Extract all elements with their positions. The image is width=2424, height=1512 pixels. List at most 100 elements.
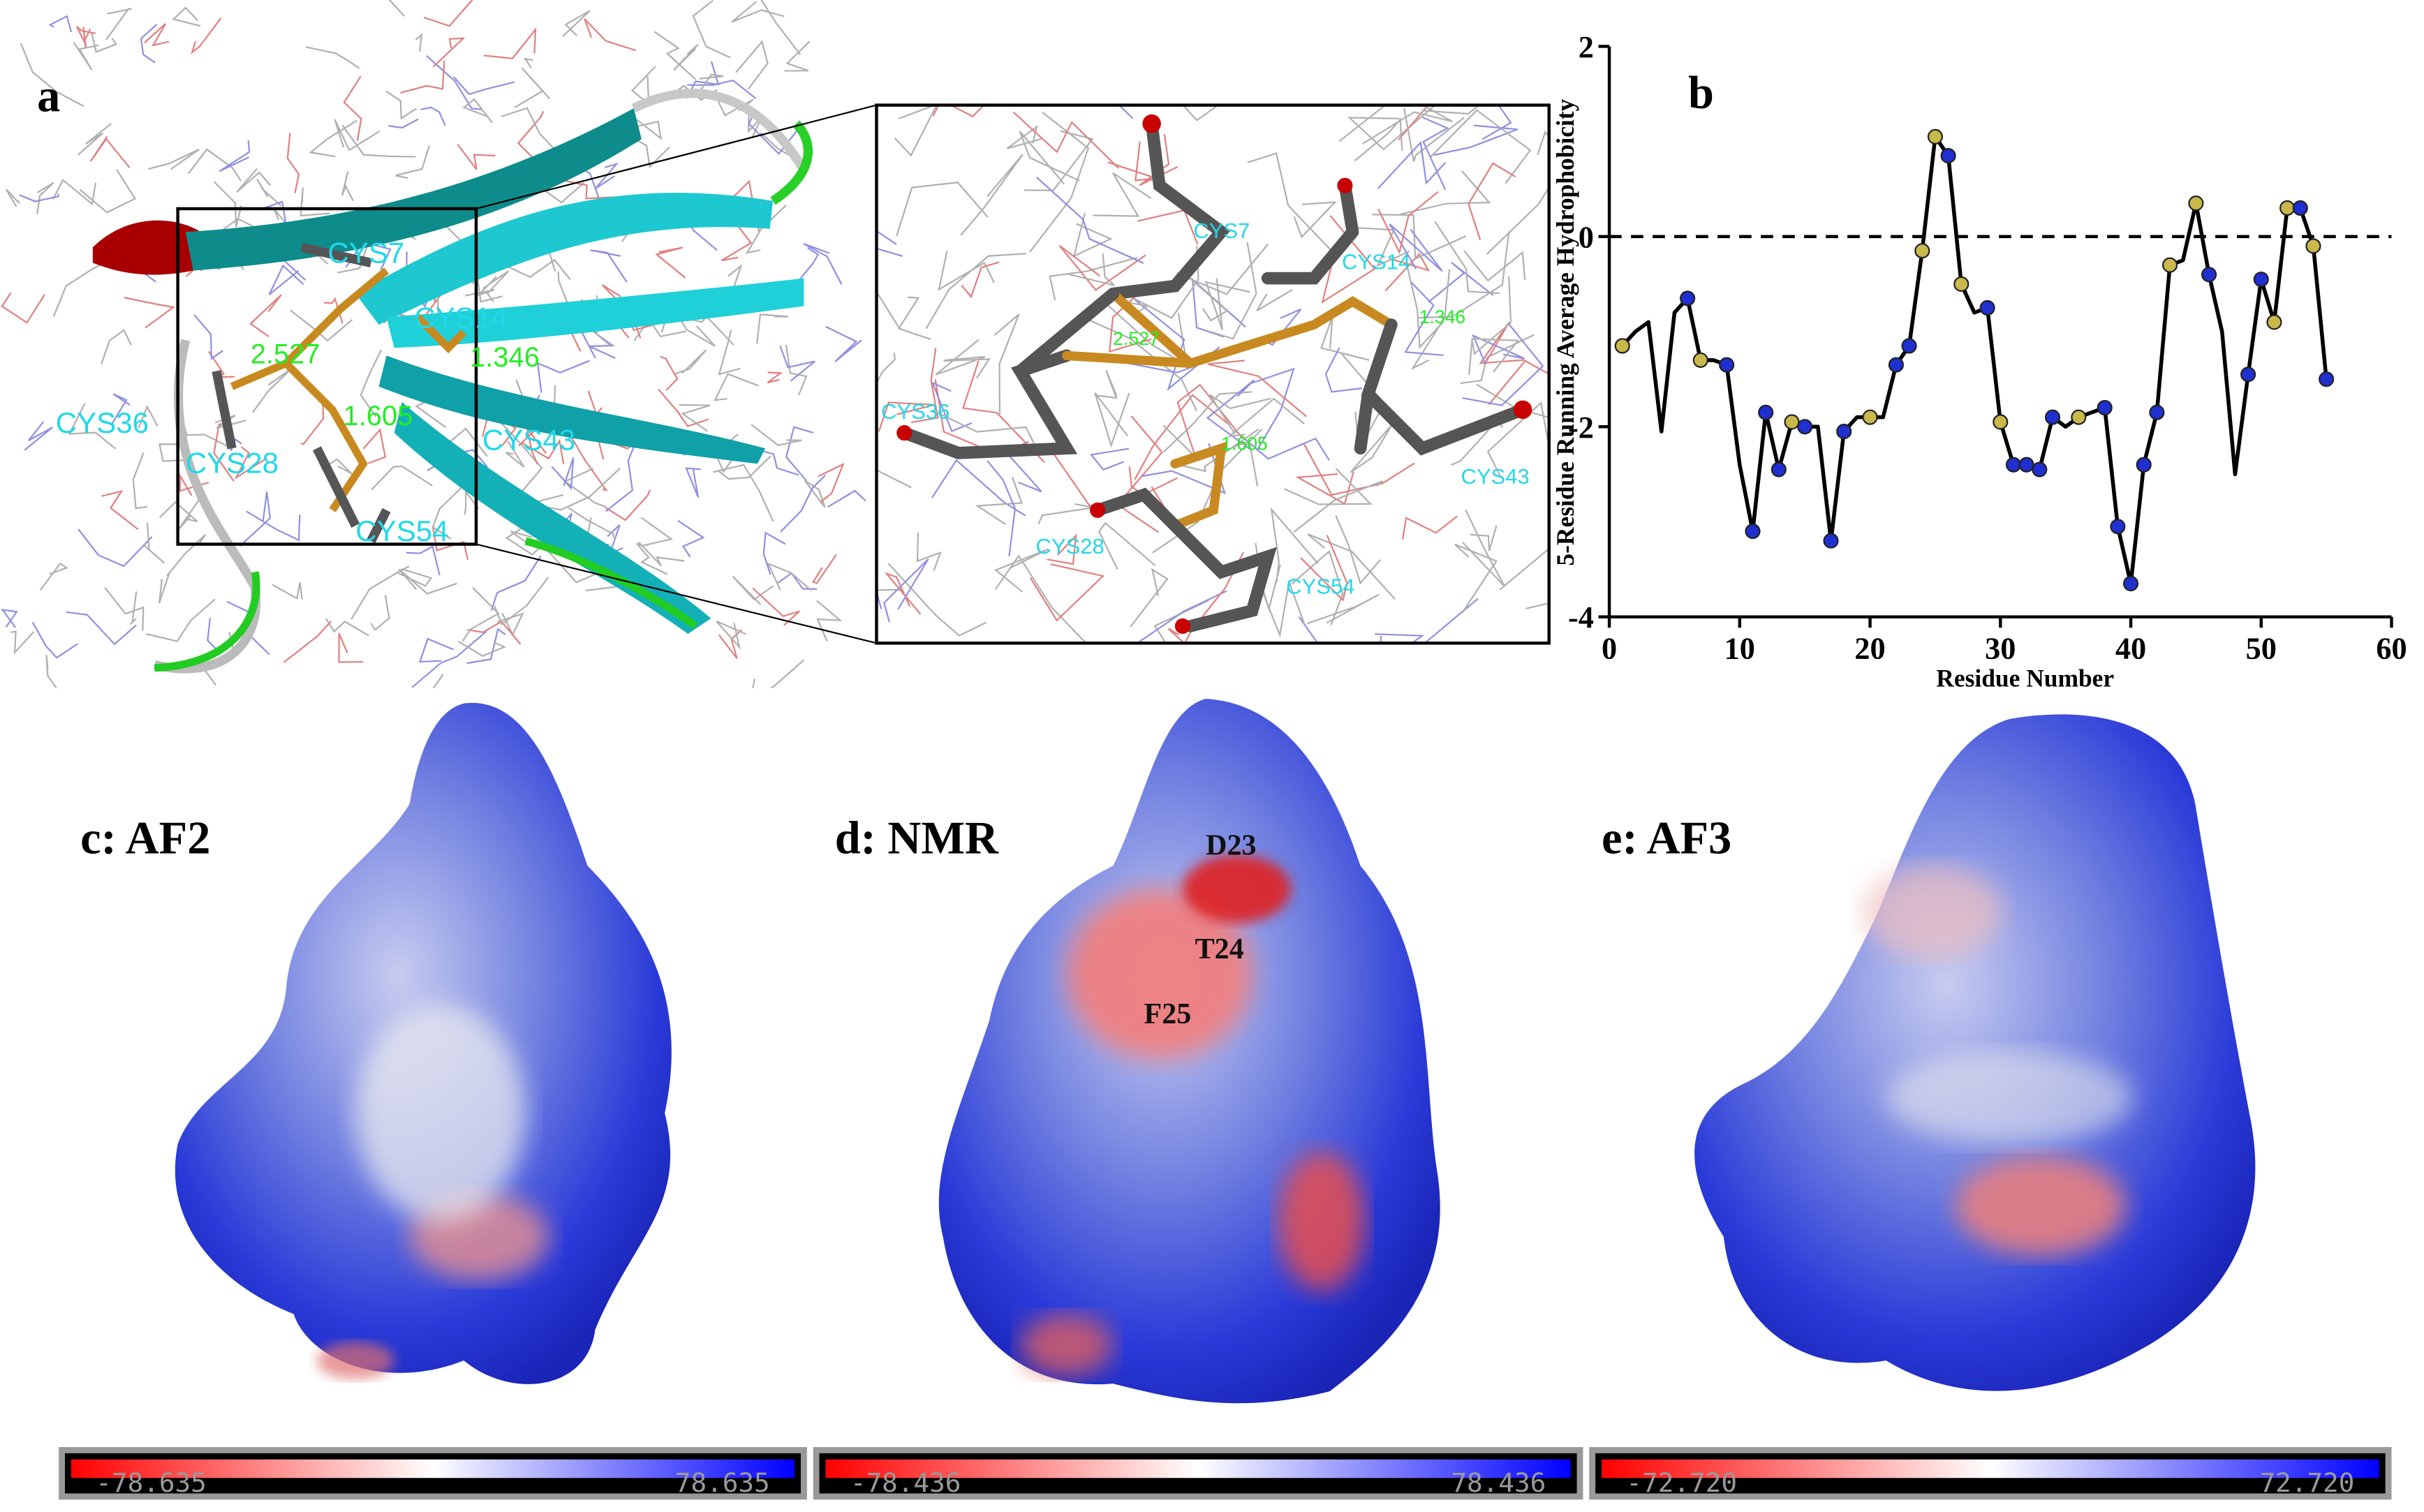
- wireframe-line: [731, 1, 785, 23]
- wireframe-line: [1167, 628, 1185, 644]
- data-point: [1914, 243, 1930, 259]
- residue-label: T24: [1195, 933, 1244, 965]
- scale-min: -72.720: [1626, 1467, 1737, 1498]
- wireframe-line: [82, 27, 91, 48]
- data-point: [1680, 290, 1696, 306]
- wireframe-line: [350, 565, 410, 620]
- wireframe-line: [426, 55, 483, 111]
- wireframe-line: [1029, 563, 1105, 622]
- ribbon: [185, 108, 642, 271]
- wireframe-line: [1162, 391, 1252, 453]
- wireframe-line: [411, 630, 487, 688]
- wireframe-line: [1384, 252, 1431, 292]
- wireframe-line: [77, 528, 153, 568]
- wireframe-line: [1306, 593, 1380, 625]
- wireframe-line: [961, 261, 1000, 299]
- wireframe-line: [24, 421, 53, 451]
- y-tick-label: -4: [1568, 600, 1594, 635]
- wireframe-line: [1463, 250, 1526, 282]
- zoom-line: [475, 543, 877, 644]
- wireframe-line: [91, 32, 117, 53]
- wireframe-line: [526, 428, 547, 465]
- wireframe-line: [718, 329, 741, 376]
- wireframe-line: [756, 313, 789, 344]
- wireframe-line: [1, 609, 18, 628]
- wireframe-line: [916, 533, 942, 571]
- wireframe-line: [685, 467, 701, 498]
- surface: [1694, 714, 2256, 1391]
- wireframe-line: [101, 490, 139, 531]
- x-tick-label: 40: [2115, 631, 2146, 665]
- wireframe-line: [1320, 316, 1370, 361]
- wireframe-line: [876, 469, 912, 489]
- panel-label: b: [1688, 68, 1714, 119]
- wireframe-line: [249, 294, 282, 338]
- wireframe-line: [1468, 162, 1516, 241]
- wireframe-line: [68, 403, 117, 450]
- residue-label: CYS14: [1342, 249, 1410, 274]
- wireframe-line: [960, 154, 1023, 236]
- residue-label: CYS43: [1461, 464, 1530, 489]
- wireframe-line: [1404, 281, 1444, 357]
- wireframe-line: [462, 98, 493, 124]
- patch: [1182, 854, 1291, 924]
- panel-title: c: AF2: [80, 813, 210, 864]
- distance-label: 1.346: [1419, 306, 1465, 327]
- wireframe-line: [1023, 130, 1094, 191]
- wireframe-line: [658, 388, 709, 427]
- wireframe-line: [1460, 334, 1535, 385]
- wireframe-line: [687, 79, 757, 99]
- wireframe-line: [1134, 394, 1230, 480]
- wireframe-line: [1266, 308, 1302, 346]
- patch: [1886, 1051, 2134, 1144]
- patch: [1956, 1156, 2126, 1256]
- wireframe-line: [986, 460, 1017, 556]
- residue-label: CYS43: [482, 423, 575, 456]
- wireframe-line: [674, 349, 707, 375]
- wireframe-line: [925, 253, 1027, 329]
- wireframe-line: [752, 659, 805, 688]
- data-point: [2005, 457, 2022, 473]
- wireframe-line: [466, 628, 506, 665]
- colorbar: [813, 1446, 1583, 1500]
- wireframe-line: [140, 23, 158, 64]
- wireframe-line: [943, 358, 991, 379]
- wireframe-line: [1035, 176, 1144, 264]
- distance-label: 2.527: [251, 339, 320, 369]
- wireframe-line: [887, 563, 986, 637]
- wireframe-line: [1090, 447, 1130, 471]
- wireframe-line: [400, 60, 445, 94]
- wireframe-line: [692, 0, 731, 59]
- data-point: [2188, 195, 2204, 212]
- wireframe-line: [748, 109, 762, 138]
- wireframe-line: [1259, 579, 1306, 638]
- scale-min: -78.436: [850, 1467, 961, 1498]
- data-point: [2032, 461, 2048, 477]
- colorbar-gradient: [1602, 1459, 2379, 1478]
- wireframe-line: [129, 591, 138, 625]
- wireframe-line: [1209, 394, 1271, 435]
- colorbar: [1589, 1446, 2392, 1500]
- wireframe-line: [1283, 468, 1373, 505]
- residue-label: CYS36: [56, 406, 149, 439]
- wireframe-line: [45, 655, 58, 688]
- wireframe-line: [1350, 415, 1399, 473]
- x-tick-label: 50: [2246, 631, 2277, 665]
- wireframe-line: [628, 119, 663, 140]
- wireframe-line: [300, 187, 330, 217]
- wireframe-line: [883, 558, 929, 623]
- wireframe-line: [1093, 172, 1152, 217]
- wireframe-line: [1072, 212, 1113, 258]
- wireframe-line: [272, 582, 303, 600]
- wireframe-line: [466, 620, 522, 645]
- data-point: [1836, 424, 1852, 440]
- wireframe-line: [501, 107, 562, 157]
- data-point: [2292, 200, 2308, 216]
- wireframe-line: [1293, 201, 1337, 239]
- wireframe-line: [1, 292, 45, 324]
- wireframe-line: [20, 43, 84, 108]
- wireframe-line: [934, 379, 998, 455]
- surface-c: [175, 702, 672, 1384]
- wireframe-line: [1400, 170, 1491, 216]
